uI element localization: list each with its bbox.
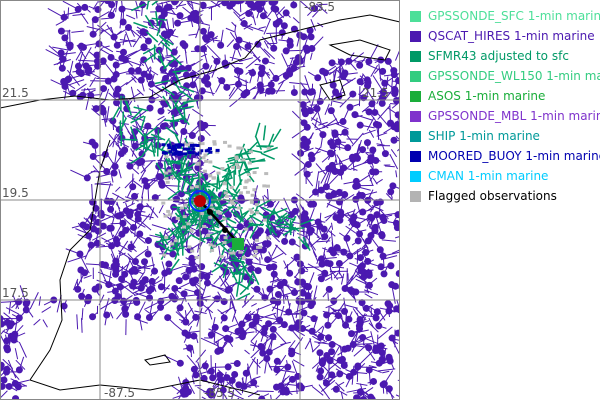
lat-label: 19.5 <box>2 186 29 200</box>
legend-swatch <box>410 90 421 102</box>
legend-label: GPSSONDE_SFC 1-min marine <box>428 9 600 23</box>
tick-labels: -87.5 -85.5 -83.5 21.5 19.5 17.5 21.5 <box>2 0 389 400</box>
legend-item: GPSSONDE_MBL 1-min marine <box>410 106 600 126</box>
legend-label: CMAN 1-min marine <box>428 169 549 183</box>
lat-label: 21.5 <box>2 86 29 100</box>
lat-label-right: 21.5 <box>362 86 389 100</box>
legend-label: SFMR43 adjusted to sfc <box>428 49 569 63</box>
legend-label: ASOS 1-min marine <box>428 89 546 103</box>
legend-label: GPSSONDE_WL150 1-min marine <box>428 69 600 83</box>
legend-label: QSCAT_HIRES 1-min marine <box>428 29 595 43</box>
flagged-observations <box>161 140 271 260</box>
legend-item: MOORED_BUOY 1-min marine <box>410 146 600 166</box>
legend-swatch <box>410 170 421 182</box>
legend-item: GPSSONDE_SFC 1-min marine <box>410 6 600 26</box>
legend-item: GPSSONDE_WL150 1-min marine <box>410 66 600 86</box>
legend-item: Flagged observations <box>410 186 600 206</box>
legend-item: QSCAT_HIRES 1-min marine <box>410 26 600 46</box>
legend-swatch <box>410 70 421 82</box>
storm-track <box>189 190 244 250</box>
legend-item: SFMR43 adjusted to sfc <box>410 46 600 66</box>
asos-marker <box>232 238 244 250</box>
storm-center-icon <box>194 195 206 207</box>
legend-label: SHIP 1-min marine <box>428 129 540 143</box>
legend-swatch <box>410 150 421 162</box>
legend-swatch <box>410 10 421 22</box>
lon-label: -87.5 <box>104 386 135 400</box>
legend-swatch <box>410 190 421 202</box>
legend-swatch <box>410 110 421 122</box>
qscat-observations <box>0 0 400 400</box>
legend: GPSSONDE_SFC 1-min marine QSCAT_HIRES 1-m… <box>410 6 600 206</box>
storm-center-ring <box>189 190 211 212</box>
legend-item: CMAN 1-min marine <box>410 166 600 186</box>
legend-label: MOORED_BUOY 1-min marine <box>428 149 600 163</box>
legend-item: ASOS 1-min marine <box>410 86 600 106</box>
legend-swatch <box>410 130 421 142</box>
lat-label: 17.5 <box>2 286 29 300</box>
lon-label: -83.5 <box>304 0 335 14</box>
legend-swatch <box>410 30 421 42</box>
legend-item: SHIP 1-min marine <box>410 126 600 146</box>
grid-lines <box>0 0 400 400</box>
legend-label: GPSSONDE_MBL 1-min marine <box>428 109 600 123</box>
legend-swatch <box>410 50 421 62</box>
wind-observation-map: -87.5 -85.5 -83.5 21.5 19.5 17.5 21.5 <box>0 0 400 400</box>
legend-label: Flagged observations <box>428 189 557 203</box>
lon-label: -85.5 <box>204 386 235 400</box>
coastline <box>0 14 400 396</box>
